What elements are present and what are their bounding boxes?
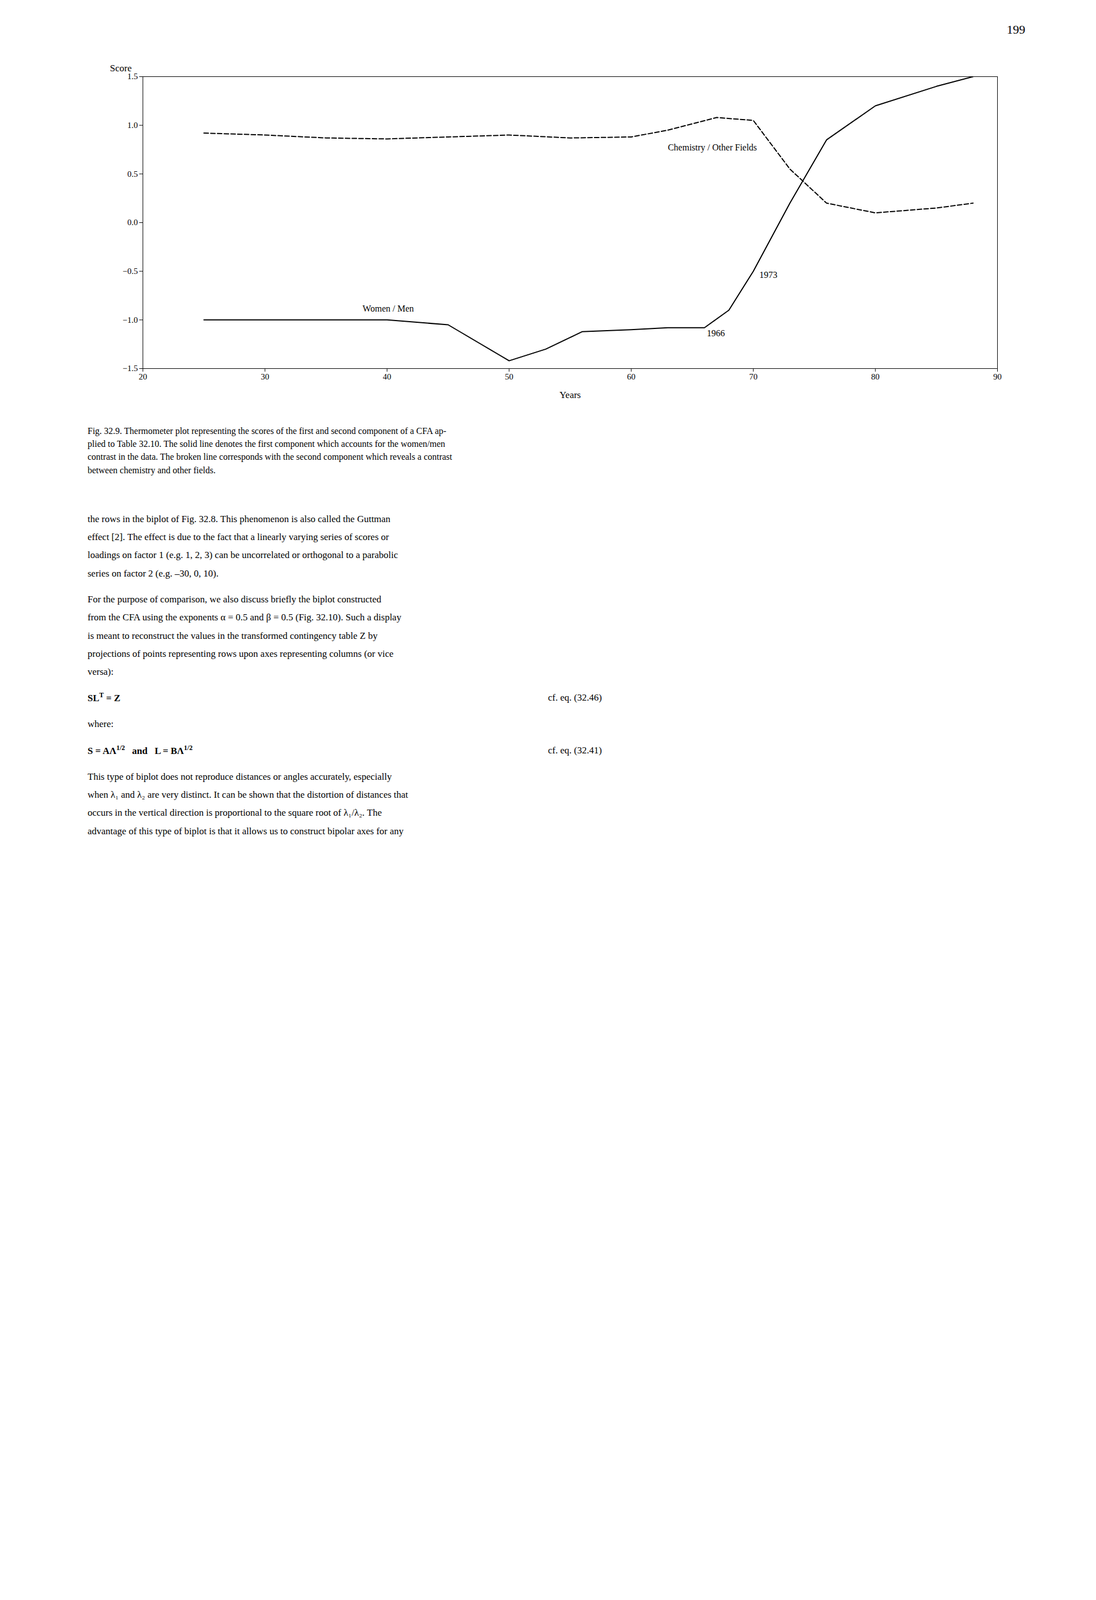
svg-text:1.5: 1.5: [127, 71, 139, 81]
html-text:between chemistry and other fi: between chemistry and other fields.: [87, 465, 216, 475]
svg-text:0.5: 0.5: [127, 169, 139, 179]
svg-text:−1.5: −1.5: [122, 363, 138, 373]
html-text:cf. eq. (32.46): cf. eq. (32.46): [548, 692, 602, 704]
svg-text:Years: Years: [559, 389, 582, 401]
svg-text:90: 90: [993, 372, 1002, 382]
html-text:SLT= Z: SLT= Z: [87, 691, 121, 704]
svg-text:80: 80: [871, 372, 880, 382]
html-text:when λ₁ and λ₂ are very distin: when λ₁ and λ₂ are very distinct. It can…: [87, 789, 409, 801]
svg-text:70: 70: [749, 372, 758, 382]
html-text:contrast in the data. The brok: contrast in the data. The broken line co…: [87, 452, 453, 462]
html-text:For the purpose of comparison,: For the purpose of comparison, we also d…: [87, 593, 382, 605]
html-text:loadings on factor 1 (e.g. 1,: loadings on factor 1 (e.g. 1, 2, 3) can …: [87, 549, 398, 561]
html-text:series on factor 2 (e.g. –30,: series on factor 2 (e.g. –30, 0, 10).: [87, 567, 219, 579]
html-text:versa):: versa):: [87, 666, 114, 678]
html-text:where:: where:: [87, 718, 114, 730]
html-text:This type of biplot does not r: This type of biplot does not reproduce d…: [87, 771, 392, 782]
html-text:Fig. 32.9. Thermometer plot re: Fig. 32.9. Thermometer plot representing…: [87, 426, 447, 436]
svg-text:0.0: 0.0: [127, 217, 139, 227]
html-text:from the CFA using the exponen: from the CFA using the exponents α = 0.5…: [87, 612, 402, 623]
svg-text:−0.5: −0.5: [122, 266, 138, 276]
html-text:projections of points represen: projections of points representing rows …: [87, 648, 394, 660]
svg-text:Score: Score: [110, 62, 132, 74]
html-text:S = AΛ1/2and L = BΛ1/2: S = AΛ1/2and L = BΛ1/2: [87, 743, 193, 756]
svg-text:Women / Men: Women / Men: [362, 303, 414, 314]
svg-text:1.0: 1.0: [127, 120, 139, 130]
svg-text:50: 50: [504, 372, 514, 382]
html-text:is meant to reconstruct the va: is meant to reconstruct the values in th…: [87, 630, 378, 641]
svg-text:30: 30: [260, 372, 269, 382]
svg-text:1966: 1966: [706, 328, 725, 339]
svg-text:40: 40: [382, 372, 392, 382]
html-text:occurs in the vertical directi: occurs in the vertical direction is prop…: [87, 807, 382, 819]
html-text:plied to Table 32.10. The soli: plied to Table 32.10. The solid line den…: [87, 439, 446, 449]
svg-text:60: 60: [627, 372, 636, 382]
svg-text:1973: 1973: [759, 270, 778, 280]
html-text:effect [2]. The effect is due: effect [2]. The effect is due to the fac…: [87, 531, 389, 543]
html-text:advantage of this type of bipl: advantage of this type of biplot is that…: [87, 825, 404, 837]
svg-text:20: 20: [138, 372, 148, 382]
html-text:cf. eq. (32.41): cf. eq. (32.41): [548, 744, 602, 756]
html-text:the rows in the biplot of Fig.: the rows in the biplot of Fig. 32.8. Thi…: [87, 513, 391, 525]
svg-text:−1.0: −1.0: [122, 315, 138, 325]
html-text:199: 199: [1006, 22, 1026, 37]
svg-text:Chemistry / Other Fields: Chemistry / Other Fields: [667, 142, 757, 153]
